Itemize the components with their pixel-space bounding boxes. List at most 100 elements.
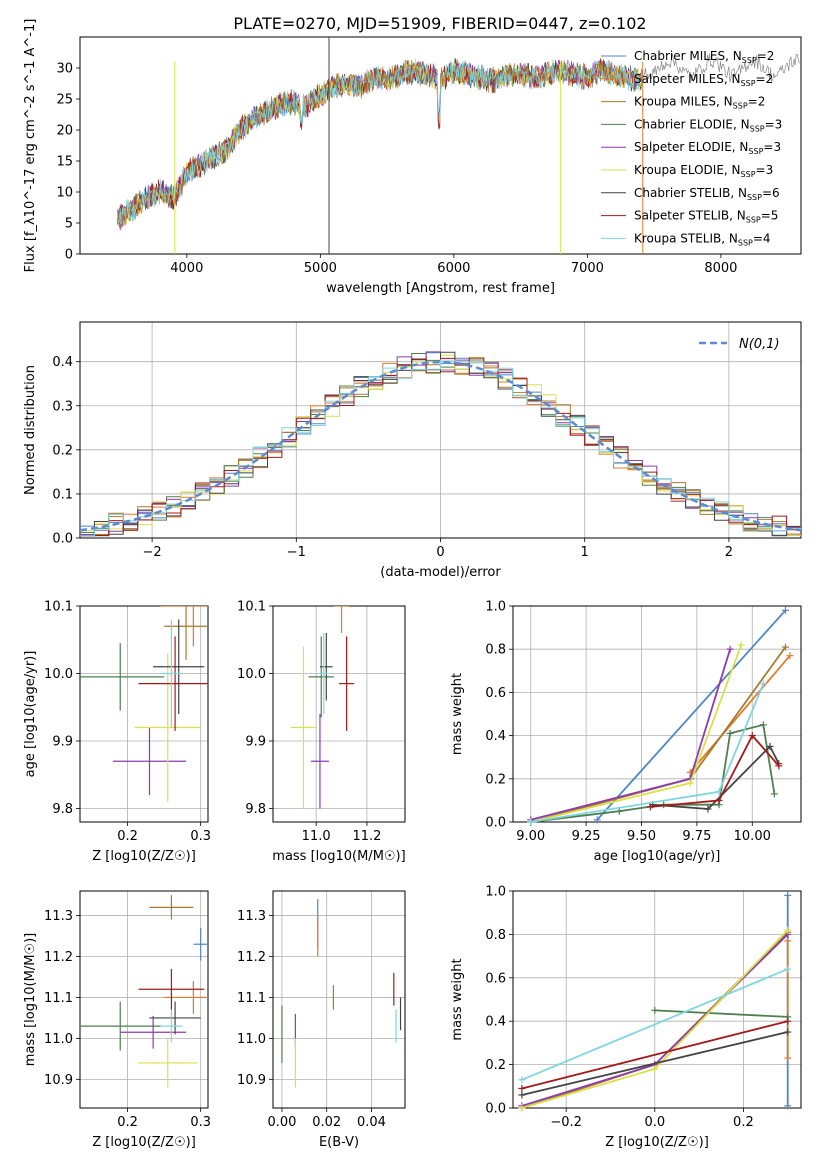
mass-weight-line-1	[689, 655, 791, 773]
y-tick-label: 0.0	[485, 816, 506, 831]
spectrum-series-extended	[643, 53, 800, 83]
figure-title: PLATE=0270, MJD=51909, FIBERID=0447, z=0…	[233, 14, 646, 33]
x-tick-label: 0.02	[312, 1115, 341, 1130]
y-tick-label: 1.0	[485, 885, 506, 900]
legend-entry: Salpeter ELODIE, NSSP=3	[634, 140, 781, 156]
legend-entry: Kroupa STELIB, NSSP=4	[634, 231, 771, 247]
legend-entry: Salpeter STELIB, NSSP=5	[634, 209, 778, 225]
y-tick-label: 10.1	[237, 600, 266, 615]
spectrum-panel: 4000 5000 6000 7000 8000 0 5 10 15 20 25 30 waveleng…	[23, 19, 802, 296]
axes-frame	[79, 890, 209, 1109]
x-tick-label: 4000	[170, 261, 203, 276]
x-tick-label: 0.0	[644, 1115, 665, 1130]
x-axis-label: Z [log10(Z/Z☉)]	[92, 849, 196, 864]
x-axis-label: Z [log10(Z/Z☉)]	[92, 1135, 196, 1150]
y-axis-label: Flux [f_λ10^-17 erg cm^-2 s^-1 A^-1]	[23, 19, 38, 273]
spectrum-series-8	[117, 59, 643, 226]
y-tick-label: 0.2	[485, 1058, 506, 1073]
y-axis-label: mass weight	[450, 958, 465, 1040]
y-tick-label: 10	[56, 186, 73, 201]
legend-entry: Kroupa ELODIE, NSSP=3	[634, 163, 773, 179]
x-tick-label: 8000	[704, 261, 737, 276]
y-tick-label: 10.9	[237, 1073, 266, 1088]
mass-weight-line-7	[521, 1020, 788, 1090]
x-tick-label: −1	[287, 545, 306, 560]
x-tick-label: −2	[143, 545, 162, 560]
x-axis-label: mass [log10(M/M☉)]	[272, 849, 405, 864]
spectrum-legend: Chabrier MILES, NSSP=2 Salpeter MILES, NS…	[601, 49, 782, 247]
y-tick-label: 0.6	[485, 971, 506, 986]
x-tick-label: 6000	[437, 261, 470, 276]
axes-frame	[512, 890, 802, 1109]
mass-weight-line-5	[530, 644, 743, 823]
mass-weight-line-0	[596, 609, 787, 821]
y-tick-label: 11.3	[44, 909, 73, 924]
x-tick-label: 2	[725, 545, 733, 560]
y-tick-label: 30	[56, 62, 73, 77]
y-tick-label: 0.4	[485, 1015, 506, 1030]
y-tick-label: 11.3	[237, 909, 266, 924]
y-tick-label: 1.0	[485, 600, 506, 615]
y-tick-label: 25	[56, 93, 73, 108]
x-tick-label: 0.3	[190, 829, 211, 844]
mass-vs-ebv-panel: 0.00 0.02 0.04 10.9 11.0 11.1 11.2 11.3 E(B-V)	[237, 890, 406, 1150]
y-tick-label: 10.0	[44, 667, 73, 682]
y-axis-label: age [log10(age/yr)]	[23, 651, 38, 778]
y-tick-label: 0.0	[52, 532, 73, 547]
legend-entry: Kroupa MILES, NSSP=2	[634, 95, 765, 111]
y-tick-label: 11.0	[44, 1032, 73, 1047]
x-tick-label: 9.25	[572, 829, 601, 844]
y-tick-label: 0.8	[485, 643, 506, 658]
y-axis-label: mass weight	[450, 673, 465, 755]
y-tick-label: 5	[65, 217, 73, 232]
mass-weight-line-6	[521, 1031, 788, 1096]
axes-frame	[79, 605, 209, 823]
y-tick-label: 20	[56, 124, 73, 139]
age-vs-z-panel: 0.2 0.3 9.8 9.9 10.0 10.1 Z [log10(Z/Z☉)] age […	[23, 600, 211, 865]
y-tick-label: 0.6	[485, 686, 506, 701]
x-tick-label: 1	[581, 545, 589, 560]
axes-frame	[79, 321, 802, 539]
y-tick-label: 9.8	[52, 802, 73, 817]
residual-histogram-8	[80, 359, 801, 537]
mass-weight-line-6	[652, 744, 780, 810]
normal-curve	[79, 360, 802, 532]
y-tick-label: 9.9	[245, 735, 266, 750]
legend-entry: Chabrier STELIB, NSSP=6	[634, 186, 780, 202]
residuals-panel: −2 −1 0 1 2 0.0 0.1 0.2 0.3 0.4 (data-model)/error…	[23, 321, 802, 580]
y-tick-label: 11.2	[237, 950, 266, 965]
axes-frame	[272, 890, 406, 1109]
x-axis-label: (data-model)/error	[380, 565, 501, 580]
axes-frame	[79, 36, 802, 255]
x-axis-label: Z [log10(Z/Z☉)]	[605, 1135, 709, 1150]
x-tick-label: 11.2	[352, 829, 381, 844]
y-tick-label: 0.3	[52, 399, 73, 414]
mass-weight-line-2	[530, 646, 787, 823]
x-axis-label: age [log10(age/yr)]	[594, 849, 721, 864]
x-tick-label: 9.00	[516, 829, 545, 844]
y-tick-label: 0.8	[485, 928, 506, 943]
y-tick-label: 10.0	[237, 667, 266, 682]
y-tick-label: 0.0	[485, 1102, 506, 1117]
y-tick-label: 0.2	[52, 443, 73, 458]
x-tick-label: 10.00	[734, 829, 771, 844]
y-tick-label: 15	[56, 155, 73, 170]
x-tick-label: 9.75	[682, 829, 711, 844]
x-tick-label: 0.2	[117, 1115, 138, 1130]
x-tick-label: 0.3	[190, 1115, 211, 1130]
x-axis-label: E(B-V)	[319, 1135, 359, 1150]
x-tick-label: 11.0	[302, 829, 331, 844]
mass-weight-line-8	[530, 683, 765, 823]
axes-frame	[272, 605, 406, 823]
legend-entry: Chabrier MILES, NSSP=2	[634, 49, 774, 65]
x-axis-label: wavelength [Angstrom, rest frame]	[326, 281, 555, 296]
residual-legend-label: N(0,1)	[739, 337, 780, 352]
x-tick-label: 0.2	[117, 829, 138, 844]
y-tick-label: 11.2	[44, 950, 73, 965]
y-tick-label: 0.2	[485, 772, 506, 787]
y-tick-label: 0	[65, 248, 73, 263]
y-tick-label: 11.1	[44, 991, 73, 1006]
mass-vs-z-panel: 0.2 0.3 10.9 11.0 11.1 11.2 11.3 Z [log10(Z/Z☉)…	[23, 890, 211, 1150]
x-tick-label: 0.2	[733, 1115, 754, 1130]
y-tick-label: 11.0	[237, 1032, 266, 1047]
